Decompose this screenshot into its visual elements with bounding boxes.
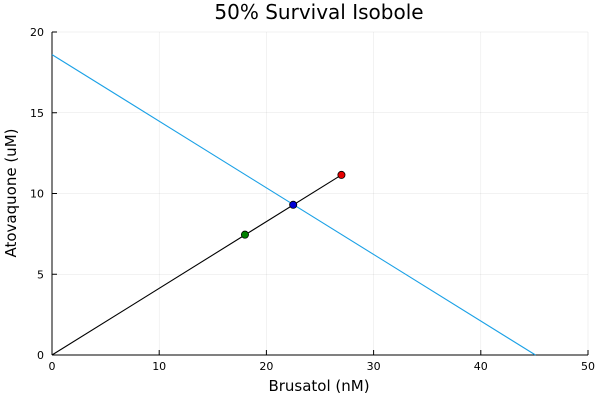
grid xyxy=(51,31,589,356)
ray-line xyxy=(51,174,342,356)
chart-title: 50% Survival Isobole xyxy=(214,0,423,24)
x-tick-label: 40 xyxy=(474,360,488,373)
y-axis-ticks: 0 5 10 15 20 xyxy=(30,26,57,362)
x-tick-label: 30 xyxy=(367,360,381,373)
data-points xyxy=(240,170,346,239)
y-axis-label: Atovaquone (uM) xyxy=(2,129,20,258)
y-tick-label: 0 xyxy=(37,349,44,362)
x-tick-label: 10 xyxy=(152,360,166,373)
x-tick-label: 0 xyxy=(49,360,56,373)
y-tick-label: 10 xyxy=(30,188,44,201)
x-tick-label: 20 xyxy=(259,360,273,373)
data-point xyxy=(337,170,346,179)
data-point xyxy=(289,200,298,209)
y-tick-label: 20 xyxy=(30,26,44,39)
x-axis-ticks: 0 10 20 30 40 50 xyxy=(49,350,595,373)
y-tick-label: 5 xyxy=(37,268,44,281)
x-tick-label: 50 xyxy=(581,360,595,373)
data-point xyxy=(240,230,249,239)
x-axis-label: Brusatol (nM) xyxy=(268,377,369,395)
y-tick-label: 15 xyxy=(30,107,44,120)
